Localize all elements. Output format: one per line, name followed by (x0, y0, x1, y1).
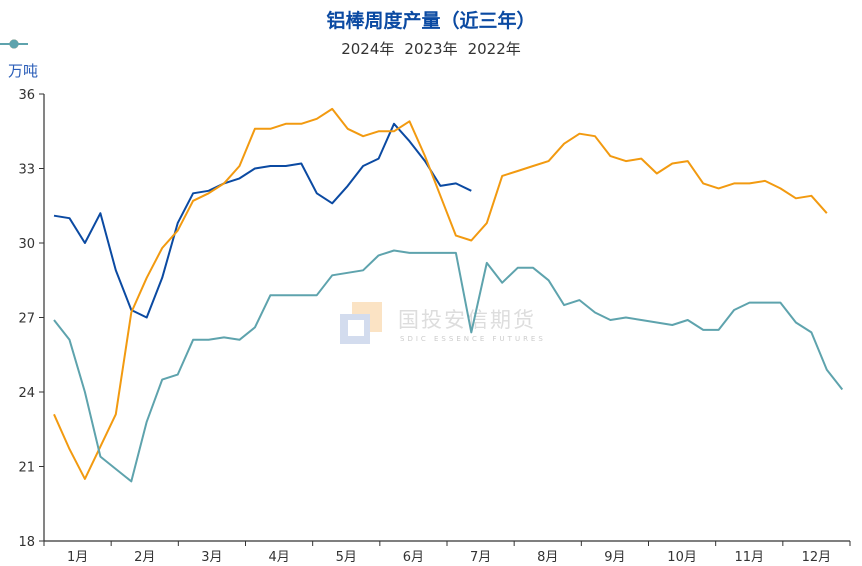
y-tick-label: 24 (18, 386, 35, 401)
watermark-text: 国投安信期货 (398, 308, 536, 332)
x-tick-label: 12月 (802, 550, 832, 565)
x-tick-label: 5月 (336, 550, 357, 565)
legend-label: 2024年 (341, 40, 395, 58)
legend-marker-icon (0, 39, 28, 49)
x-tick-label: 8月 (537, 550, 558, 565)
x-tick-label: 2月 (134, 550, 155, 565)
legend: 2024年 2023年 2022年 (0, 38, 862, 59)
x-tick-label: 11月 (734, 550, 764, 565)
y-axis-unit: 万吨 (8, 62, 39, 80)
y-tick-label: 36 (18, 88, 35, 103)
y-tick-label: 18 (18, 535, 35, 550)
series-line-2022年 (53, 249, 844, 483)
chart-title: 铝棒周度产量（近三年） (326, 10, 536, 32)
legend-item-2022年[interactable]: 2022年 (0, 38, 521, 59)
series-line-2023年 (53, 107, 828, 480)
y-tick-label: 33 (18, 163, 35, 178)
y-tick-label: 30 (18, 237, 35, 252)
watermark-logo-icon (340, 302, 382, 344)
x-tick-label: 1月 (67, 550, 88, 565)
legend-label: 2022年 (467, 40, 521, 58)
y-tick-label: 27 (18, 312, 35, 327)
x-tick-label: 6月 (403, 550, 424, 565)
x-tick-label: 7月 (470, 550, 491, 565)
x-tick-label: 4月 (268, 550, 289, 565)
x-tick-label: 3月 (201, 550, 222, 565)
y-tick-label: 21 (18, 461, 35, 476)
x-tick-label: 9月 (604, 550, 625, 565)
legend-label: 2023年 (404, 40, 458, 58)
watermark-subtext: SDIC ESSENCE FUTURES (400, 335, 546, 343)
x-tick-label: 10月 (667, 550, 697, 565)
series-line-2024年 (53, 122, 472, 319)
